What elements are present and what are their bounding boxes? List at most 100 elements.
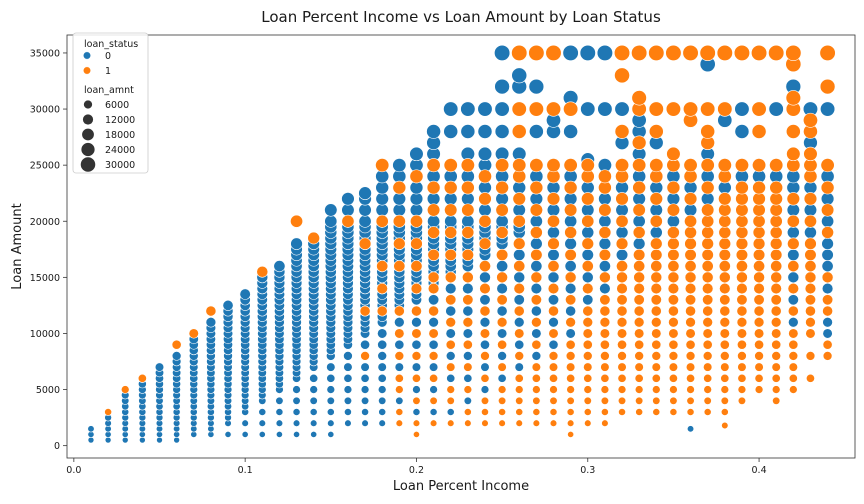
data-point-status-1 [720, 408, 729, 416]
data-point-status-1 [736, 339, 747, 350]
data-point-status-1 [686, 373, 695, 383]
data-point-status-0 [205, 316, 217, 328]
data-point-status-1 [632, 203, 646, 217]
data-point-status-1 [752, 248, 766, 261]
data-point-status-0 [87, 425, 95, 433]
data-point-status-1 [463, 362, 473, 372]
data-point-status-1 [666, 146, 681, 162]
data-point-status-1 [530, 271, 543, 284]
data-point-status-0 [462, 328, 473, 339]
data-point-status-1 [754, 339, 765, 350]
data-point-status-1 [633, 316, 645, 328]
data-point-status-1 [752, 203, 766, 217]
data-point-status-1 [686, 396, 695, 405]
data-point-status-1 [631, 90, 647, 106]
data-point-status-1 [617, 373, 627, 383]
data-point-status-1 [770, 294, 782, 306]
data-point-status-1 [699, 44, 716, 62]
data-point-status-1 [649, 214, 663, 228]
data-point-status-1 [548, 362, 559, 372]
data-point-status-1 [717, 158, 732, 173]
data-point-status-1 [341, 214, 355, 228]
data-point-status-1 [770, 260, 783, 273]
data-point-status-0 [275, 419, 284, 427]
data-point-status-1 [666, 180, 681, 195]
data-point-status-1 [599, 294, 611, 306]
data-point-status-0 [171, 351, 182, 361]
data-point-status-1 [805, 305, 816, 317]
data-point-status-0 [580, 101, 596, 117]
data-point-status-0 [395, 396, 404, 405]
data-point-status-0 [173, 436, 180, 444]
x-tick-label: 0.3 [580, 465, 595, 476]
data-point-status-1 [633, 305, 645, 317]
data-point-status-1 [718, 271, 731, 284]
data-point-status-1 [819, 78, 836, 95]
data-point-status-1 [497, 385, 507, 394]
data-point-status-1 [616, 294, 628, 306]
data-point-status-0 [581, 248, 594, 261]
data-point-status-1 [650, 305, 662, 317]
data-point-status-1 [582, 328, 593, 339]
data-point-status-1 [375, 214, 389, 228]
data-point-status-1 [736, 305, 748, 317]
data-point-status-1 [650, 294, 662, 306]
data-point-status-1 [530, 294, 542, 306]
data-point-status-1 [785, 124, 801, 139]
data-point-status-1 [462, 271, 474, 284]
data-point-status-0 [358, 203, 372, 217]
data-point-status-1 [685, 339, 696, 350]
data-point-status-1 [564, 271, 577, 284]
data-point-status-1 [788, 328, 799, 339]
y-tick-label: 5000 [36, 385, 60, 396]
data-point-status-0 [344, 408, 352, 416]
data-point-status-0 [428, 339, 439, 350]
legend-label-status-0: 0 [105, 51, 111, 62]
data-point-status-1 [667, 294, 679, 306]
data-point-status-0 [786, 203, 800, 217]
data-point-status-1 [583, 396, 592, 405]
data-point-status-0 [444, 214, 458, 228]
data-point-status-1 [632, 180, 646, 195]
data-point-status-1 [737, 385, 747, 394]
data-point-status-0 [529, 214, 543, 228]
data-point-status-1 [581, 214, 595, 228]
data-point-status-1 [394, 328, 405, 339]
data-point-status-0 [462, 282, 474, 295]
data-point-status-1 [583, 362, 593, 372]
data-point-status-1 [529, 180, 544, 195]
data-point-status-1 [701, 203, 715, 217]
data-point-status-1 [669, 408, 678, 416]
data-point-status-1 [205, 305, 217, 317]
data-point-status-0 [361, 408, 369, 416]
data-point-status-1 [650, 237, 663, 250]
data-point-status-1 [581, 260, 594, 273]
data-point-status-1 [718, 214, 732, 228]
data-point-status-0 [377, 385, 387, 394]
data-point-status-1 [462, 316, 474, 328]
data-point-status-0 [327, 431, 335, 438]
data-point-status-1 [616, 260, 628, 273]
data-point-status-1 [393, 237, 406, 250]
data-point-status-1 [651, 328, 662, 339]
data-point-status-1 [528, 101, 544, 117]
data-point-status-1 [719, 305, 731, 317]
data-point-status-0 [820, 101, 836, 117]
data-point-status-1 [566, 396, 575, 405]
data-point-status-1 [649, 158, 664, 173]
data-point-status-0 [511, 67, 528, 84]
data-point-status-1 [395, 385, 404, 394]
data-point-status-0 [341, 203, 355, 217]
data-point-status-1 [701, 271, 714, 284]
data-point-status-1 [394, 373, 404, 383]
y-tick-label: 30000 [30, 105, 60, 116]
data-point-status-0 [494, 44, 511, 62]
data-point-status-1 [532, 385, 541, 394]
data-point-status-1 [445, 294, 457, 306]
legend-size-label: 30000 [105, 160, 135, 171]
data-point-status-1 [513, 305, 525, 317]
data-point-status-0 [513, 316, 525, 328]
data-point-status-1 [566, 373, 576, 383]
data-point-status-1 [496, 248, 509, 261]
data-point-status-1 [649, 192, 663, 206]
